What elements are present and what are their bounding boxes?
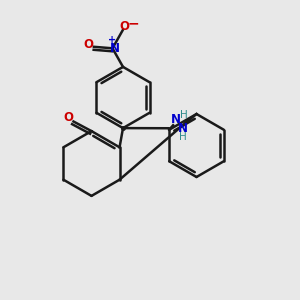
Text: H: H xyxy=(180,110,188,120)
Text: N: N xyxy=(171,113,181,126)
Text: O: O xyxy=(63,111,73,124)
Text: N: N xyxy=(178,122,188,135)
Text: O: O xyxy=(119,20,130,33)
Text: +: + xyxy=(108,35,116,45)
Text: H: H xyxy=(179,132,187,142)
Text: −: − xyxy=(128,16,139,30)
Text: O: O xyxy=(83,38,94,51)
Text: N: N xyxy=(110,42,120,55)
